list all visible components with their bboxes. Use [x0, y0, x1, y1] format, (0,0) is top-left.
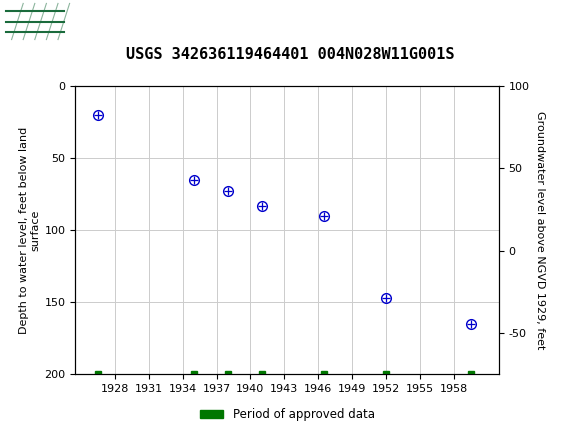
Legend: Period of approved data: Period of approved data	[195, 403, 379, 426]
Text: USGS: USGS	[75, 12, 130, 31]
Y-axis label: Depth to water level, feet below land
surface: Depth to water level, feet below land su…	[19, 126, 41, 334]
Bar	[6, 3, 64, 40]
Y-axis label: Groundwater level above NGVD 1929, feet: Groundwater level above NGVD 1929, feet	[535, 111, 545, 349]
Text: USGS 342636119464401 004N028W11G001S: USGS 342636119464401 004N028W11G001S	[126, 47, 454, 62]
